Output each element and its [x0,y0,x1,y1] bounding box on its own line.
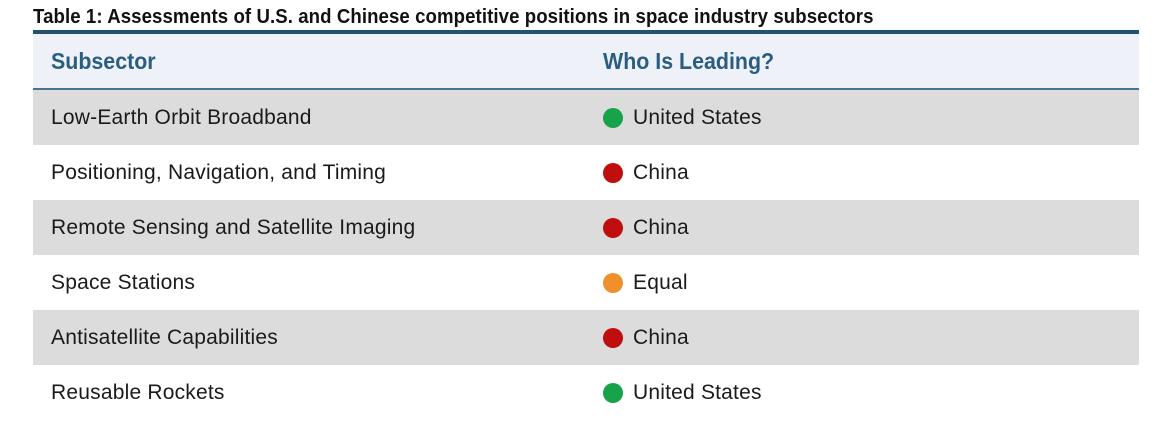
leading-cell: China [585,216,1139,240]
subsector-label: Remote Sensing and Satellite Imaging [51,215,416,239]
leading-label: United States [633,380,762,404]
leading-label: China [633,215,689,239]
leading-label: United States [633,105,762,129]
header-cell-leading: Who Is Leading? [585,48,1139,75]
subsector-cell: Positioning, Navigation, and Timing [33,161,585,185]
red-circle-icon [603,327,623,348]
leading-label: China [633,160,689,184]
leading-cell: United States [585,106,1139,130]
orange-circle-icon [603,272,623,293]
leading-label: Equal [633,270,688,294]
subsector-cell: Reusable Rockets [33,381,585,405]
header-subsector-label: Subsector [51,47,156,74]
subsector-label: Antisatellite Capabilities [51,325,278,349]
subsector-cell: Antisatellite Capabilities [33,326,585,350]
table-row: Low-Earth Orbit Broadband United States [33,90,1139,145]
subsector-cell: Space Stations [33,271,585,295]
table-header-row: Subsector Who Is Leading? [33,34,1139,90]
subsector-cell: Low-Earth Orbit Broadband [33,106,585,130]
leading-cell: China [585,161,1139,185]
red-circle-icon [603,217,623,238]
table-row: Space Stations Equal [33,255,1139,310]
subsector-cell: Remote Sensing and Satellite Imaging [33,216,585,240]
table-row: Remote Sensing and Satellite Imaging Chi… [33,200,1139,255]
subsector-label: Positioning, Navigation, and Timing [51,160,387,184]
header-leading-label: Who Is Leading? [603,47,775,74]
table-caption: Table 1: Assessments of U.S. and Chinese… [33,6,874,28]
leading-cell: Equal [585,271,1139,295]
assessment-table: Subsector Who Is Leading? Low-Earth Orbi… [33,30,1139,420]
header-cell-subsector: Subsector [33,48,585,75]
subsector-label: Low-Earth Orbit Broadband [51,105,312,129]
subsector-label: Space Stations [51,270,196,294]
leading-label: China [633,325,689,349]
table-row: Positioning, Navigation, and Timing Chin… [33,145,1139,200]
table-row: Reusable Rockets United States [33,365,1139,420]
green-circle-icon [603,107,623,128]
table-row: Antisatellite Capabilities China [33,310,1139,365]
red-circle-icon [603,162,623,183]
subsector-label: Reusable Rockets [51,380,225,404]
leading-cell: United States [585,381,1139,405]
leading-cell: China [585,326,1139,350]
green-circle-icon [603,382,623,403]
